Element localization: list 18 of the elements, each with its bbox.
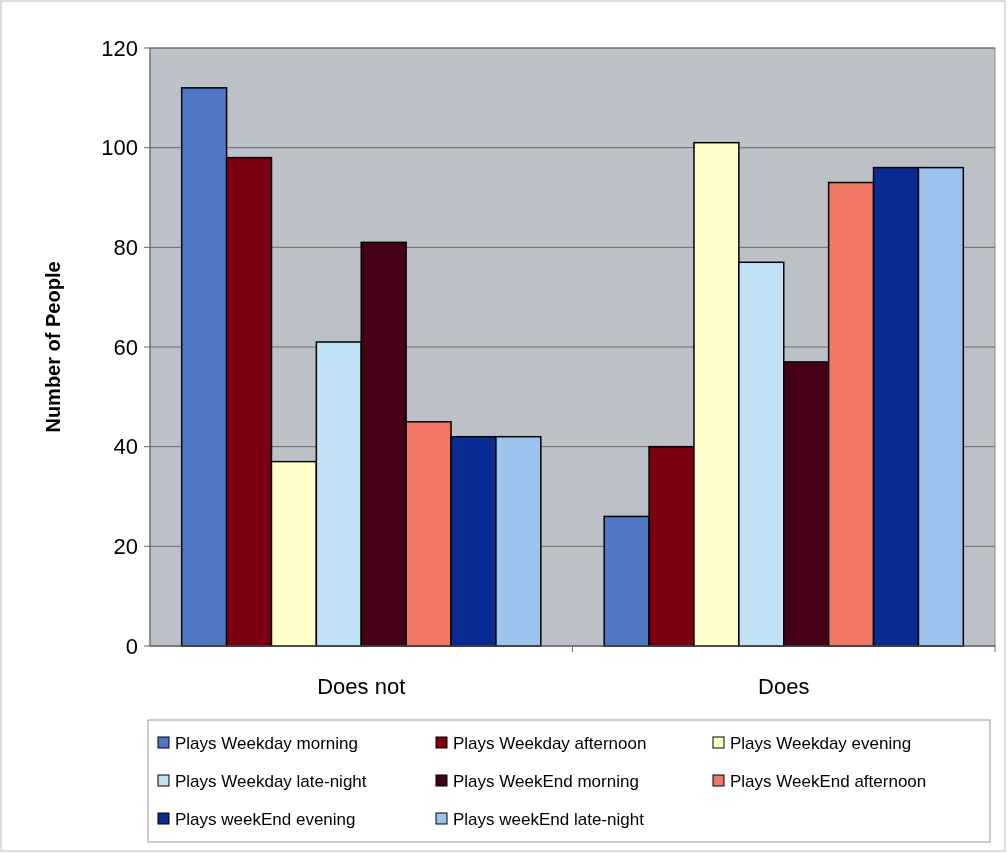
legend-label: Plays WeekEnd afternoon [730, 771, 927, 791]
legend-label: Plays weekEnd late-night [453, 809, 645, 829]
x-tick-label: Does [758, 674, 810, 699]
y-tick-label: 100 [101, 135, 138, 161]
y-tick-label: 80 [113, 235, 138, 261]
y-tick-label: 40 [113, 434, 138, 460]
legend-label: Plays Weekday afternoon [453, 733, 647, 753]
x-tick-label: Does not [317, 674, 406, 699]
y-tick-label: 20 [113, 534, 138, 560]
legend-label: Plays Weekday morning [175, 733, 358, 753]
legend-label: Plays weekEnd evening [175, 809, 356, 829]
y-tick-label: 60 [113, 334, 138, 360]
y-axis-title: Number of People [42, 261, 64, 433]
legend-label: Plays Weekday evening [730, 733, 912, 753]
legend-label: Plays Weekday late-night [175, 771, 367, 791]
legend-label: Plays WeekEnd morning [453, 771, 639, 791]
y-tick-label: 120 [101, 35, 138, 61]
y-tick-label: 0 [125, 633, 138, 659]
